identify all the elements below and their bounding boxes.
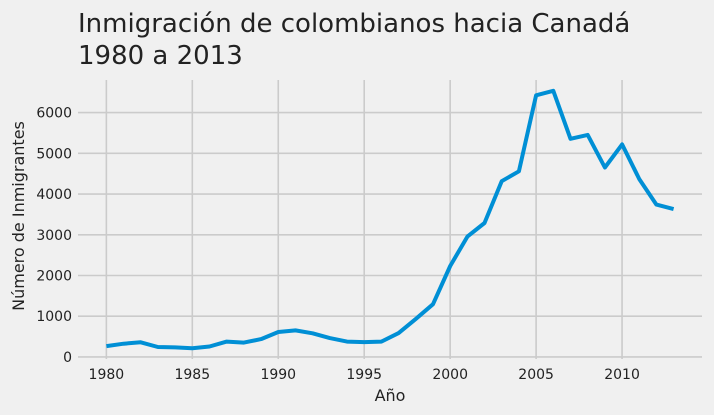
series-layer xyxy=(106,88,675,351)
y-tick-label: 5000 xyxy=(36,146,72,162)
x-gridlines xyxy=(105,80,623,359)
x-tick-label: 2005 xyxy=(518,367,554,383)
x-tick-labels: 1980 1985 1990 1995 2000 2005 2010 xyxy=(89,367,640,383)
x-tick-label: 1990 xyxy=(260,367,296,383)
y-tick-label: 0 xyxy=(63,350,72,366)
y-axis-label: Número de Inmigrantes xyxy=(9,121,28,311)
chart-title-line-2: 1980 a 2013 xyxy=(78,41,243,71)
chart-title-line-1: Inmigración de colombianos hacia Canadá xyxy=(78,9,630,39)
x-tick-label: 1985 xyxy=(174,367,210,383)
y-tick-label: 3000 xyxy=(36,228,72,244)
x-tick-label: 2000 xyxy=(432,367,468,383)
x-axis-label: Año xyxy=(375,386,406,405)
y-tick-label: 6000 xyxy=(36,106,72,122)
y-tick-labels: 0 1000 2000 3000 4000 5000 6000 xyxy=(36,106,72,366)
series-line-0 xyxy=(106,88,675,351)
y-tick-label: 1000 xyxy=(36,309,72,325)
x-tick-label: 1995 xyxy=(346,367,382,383)
y-tick-label: 4000 xyxy=(36,187,72,203)
x-tick-label: 1980 xyxy=(89,367,125,383)
y-tick-label: 2000 xyxy=(36,269,72,285)
y-gridlines xyxy=(78,111,702,358)
x-tick-label: 2010 xyxy=(604,367,640,383)
